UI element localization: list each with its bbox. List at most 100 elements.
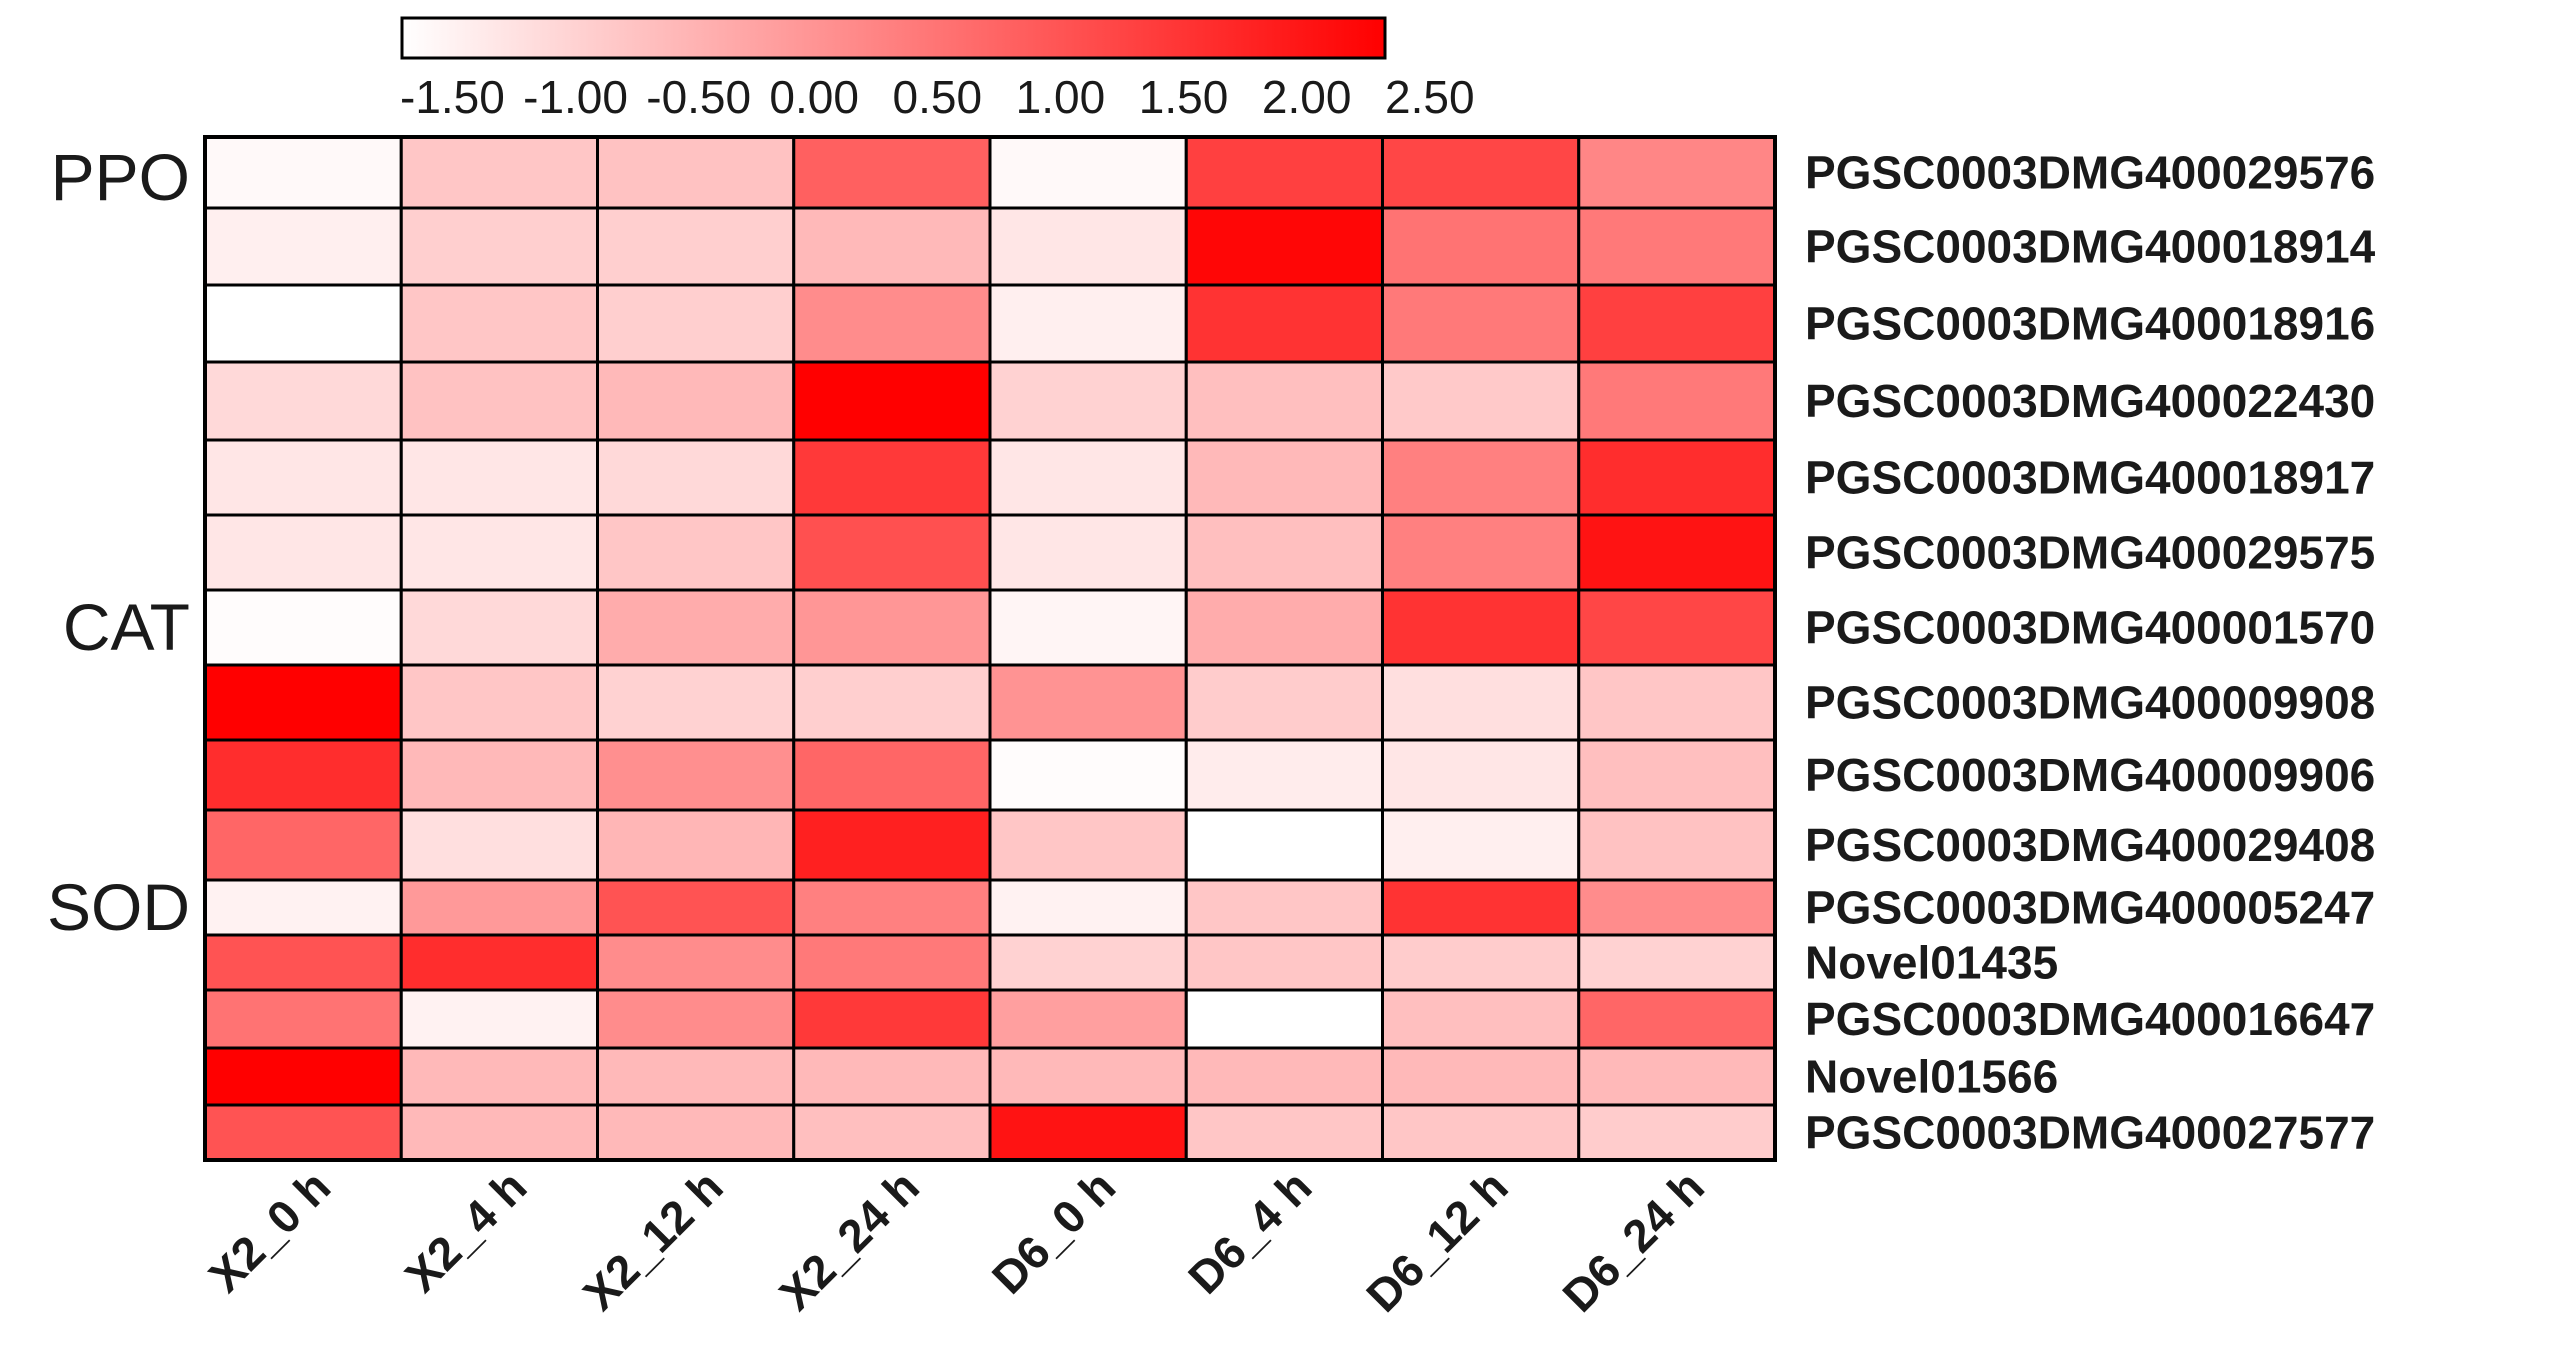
colorbar bbox=[400, 16, 1387, 60]
heatmap-cell bbox=[1381, 438, 1581, 517]
heatmap-cell bbox=[1577, 663, 1777, 742]
heatmap-cell bbox=[1184, 738, 1384, 812]
row-label: PGSC0003DMG400018917 bbox=[1805, 452, 2375, 504]
column-label: D6_12 h bbox=[1356, 1160, 1518, 1322]
heatmap-cell bbox=[399, 663, 599, 742]
row-label: PGSC0003DMG400005247 bbox=[1805, 882, 2375, 934]
heatmap-cell bbox=[1381, 588, 1581, 667]
heatmap-cell bbox=[1381, 933, 1581, 992]
heatmap-cell bbox=[596, 663, 796, 742]
heatmap-cell bbox=[1184, 933, 1384, 992]
heatmap-cell bbox=[596, 933, 796, 992]
heatmap-cell bbox=[596, 988, 796, 1050]
row-label: PGSC0003DMG400009908 bbox=[1805, 677, 2375, 729]
heatmap-cell bbox=[203, 663, 403, 742]
heatmap-cell bbox=[792, 135, 992, 210]
heatmap-cell bbox=[988, 513, 1188, 592]
heatmap-cell bbox=[792, 1103, 992, 1162]
heatmap-cell bbox=[1577, 360, 1777, 442]
heatmap-cell bbox=[596, 1046, 796, 1107]
heatmap-cell bbox=[988, 808, 1188, 882]
colorbar-tick-label: 0.00 bbox=[769, 71, 859, 123]
heatmap-cell bbox=[988, 663, 1188, 742]
heatmap-cell bbox=[596, 438, 796, 517]
heatmap-cell bbox=[203, 588, 403, 667]
heatmap-cell bbox=[203, 135, 403, 210]
colorbar-tick-label: 0.50 bbox=[893, 71, 983, 123]
heatmap-cell bbox=[596, 513, 796, 592]
row-label: PGSC0003DMG400018916 bbox=[1805, 298, 2375, 350]
heatmap-cell bbox=[1381, 808, 1581, 882]
heatmap-cell bbox=[988, 988, 1188, 1050]
heatmap-cell bbox=[1184, 1103, 1384, 1162]
heatmap-cell bbox=[1381, 513, 1581, 592]
group-label: PPO bbox=[51, 140, 190, 214]
heatmap-cell bbox=[1184, 283, 1384, 364]
row-label: PGSC0003DMG400001570 bbox=[1805, 602, 2375, 654]
heatmap-cell bbox=[1577, 988, 1777, 1050]
heatmap-cell bbox=[1577, 738, 1777, 812]
heatmap-cell bbox=[1184, 1046, 1384, 1107]
heatmap-cell bbox=[203, 933, 403, 992]
heatmap-cell bbox=[792, 808, 992, 882]
heatmap-cell bbox=[596, 588, 796, 667]
heatmap-cell bbox=[399, 808, 599, 882]
heatmap-cell bbox=[399, 878, 599, 937]
heatmap-cell bbox=[1381, 1103, 1581, 1162]
heatmap-cell bbox=[596, 878, 796, 937]
heatmap-cell bbox=[792, 438, 992, 517]
heatmap-cell bbox=[988, 283, 1188, 364]
row-label: PGSC0003DMG400022430 bbox=[1805, 375, 2375, 427]
heatmap-cell bbox=[792, 1046, 992, 1107]
heatmap-cell bbox=[399, 933, 599, 992]
row-label: PGSC0003DMG400009906 bbox=[1805, 749, 2375, 801]
heatmap-cell bbox=[1577, 283, 1777, 364]
heatmap-cell bbox=[399, 988, 599, 1050]
heatmap-cell bbox=[988, 360, 1188, 442]
heatmap-cell bbox=[1381, 1046, 1581, 1107]
heatmap-cell bbox=[596, 135, 796, 210]
heatmap-cell bbox=[596, 808, 796, 882]
heatmap-cell bbox=[203, 206, 403, 287]
colorbar-tick-label: -1.00 bbox=[523, 71, 628, 123]
heatmap-cell bbox=[1184, 878, 1384, 937]
heatmap-cell bbox=[1577, 135, 1777, 210]
heatmap-cell bbox=[203, 878, 403, 937]
heatmap-cell bbox=[988, 933, 1188, 992]
heatmap-cell bbox=[988, 1103, 1188, 1162]
heatmap-cell bbox=[203, 360, 403, 442]
heatmap-border bbox=[203, 135, 1777, 1162]
column-label: D6_0 h bbox=[982, 1160, 1125, 1303]
heatmap-cell bbox=[1381, 283, 1581, 364]
column-label: X2_0 h bbox=[199, 1160, 341, 1302]
heatmap-cell bbox=[203, 988, 403, 1050]
heatmap-cell bbox=[1184, 663, 1384, 742]
row-label: PGSC0003DMG400029576 bbox=[1805, 147, 2375, 199]
colorbar-tick-label: 2.50 bbox=[1385, 71, 1475, 123]
heatmap-cell bbox=[988, 878, 1188, 937]
heatmap-cell bbox=[399, 206, 599, 287]
heatmap-cell bbox=[988, 206, 1188, 287]
colorbar-tick-label: 1.50 bbox=[1139, 71, 1229, 123]
heatmap-cell bbox=[792, 360, 992, 442]
heatmap-cell bbox=[203, 513, 403, 592]
heatmap-cell bbox=[596, 283, 796, 364]
heatmap-cell bbox=[1577, 1103, 1777, 1162]
heatmap-cell bbox=[792, 663, 992, 742]
heatmap-cell bbox=[399, 283, 599, 364]
heatmap-cell bbox=[596, 1103, 796, 1162]
heatmap-cell bbox=[792, 738, 992, 812]
row-label: Novel01566 bbox=[1805, 1051, 2058, 1103]
heatmap-cell bbox=[1381, 988, 1581, 1050]
heatmap-cell bbox=[399, 588, 599, 667]
heatmap-cell bbox=[399, 513, 599, 592]
row-label: Novel01435 bbox=[1805, 937, 2058, 989]
heatmap-cell bbox=[203, 283, 403, 364]
heatmap-cell bbox=[1381, 135, 1581, 210]
heatmap-cell bbox=[1577, 933, 1777, 992]
heatmap-cell bbox=[792, 283, 992, 364]
heatmap-cell bbox=[203, 808, 403, 882]
row-label: PGSC0003DMG400027577 bbox=[1805, 1107, 2375, 1159]
heatmap-cell bbox=[1381, 878, 1581, 937]
